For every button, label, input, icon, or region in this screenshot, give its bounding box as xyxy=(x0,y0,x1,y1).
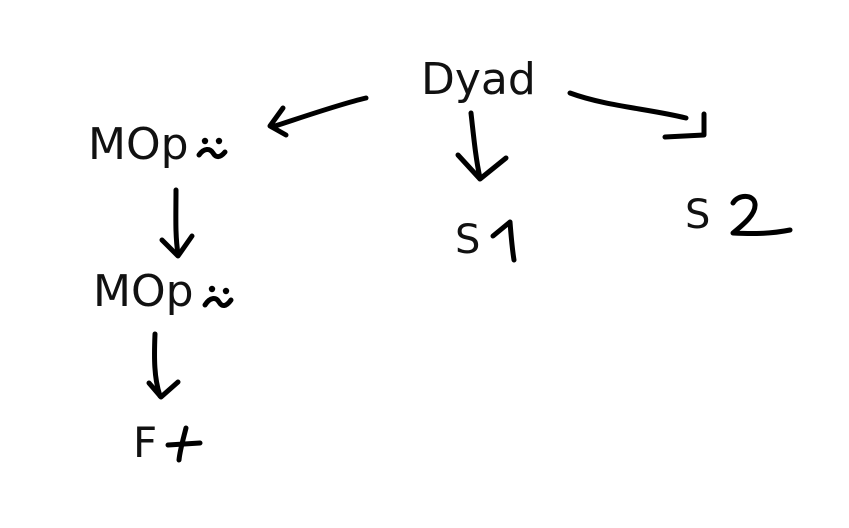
tilde-diaeresis-icon-inner xyxy=(202,285,234,308)
tilde-diaeresis-icon-outer xyxy=(196,137,228,160)
node-label-scalar-left: S xyxy=(455,217,481,263)
node-label-mop-outer: MOp xyxy=(88,119,189,170)
arrow-mop-to-function xyxy=(146,331,181,400)
handwritten-two-icon xyxy=(730,193,793,237)
node-label-function: F xyxy=(133,418,158,467)
node-label-scalar-right: S xyxy=(685,192,711,238)
arrow-dyad-to-s2 xyxy=(567,90,707,140)
node-label-mop-inner: MOp xyxy=(93,266,194,317)
handwritten-one-icon xyxy=(490,219,517,263)
node-label-dyad: Dyad xyxy=(421,54,536,105)
arrow-dyad-to-s1 xyxy=(455,110,509,182)
arrow-dyad-to-mop xyxy=(267,95,369,138)
arrow-mop-to-mop xyxy=(159,187,195,259)
handwritten-plus-icon xyxy=(165,425,203,463)
